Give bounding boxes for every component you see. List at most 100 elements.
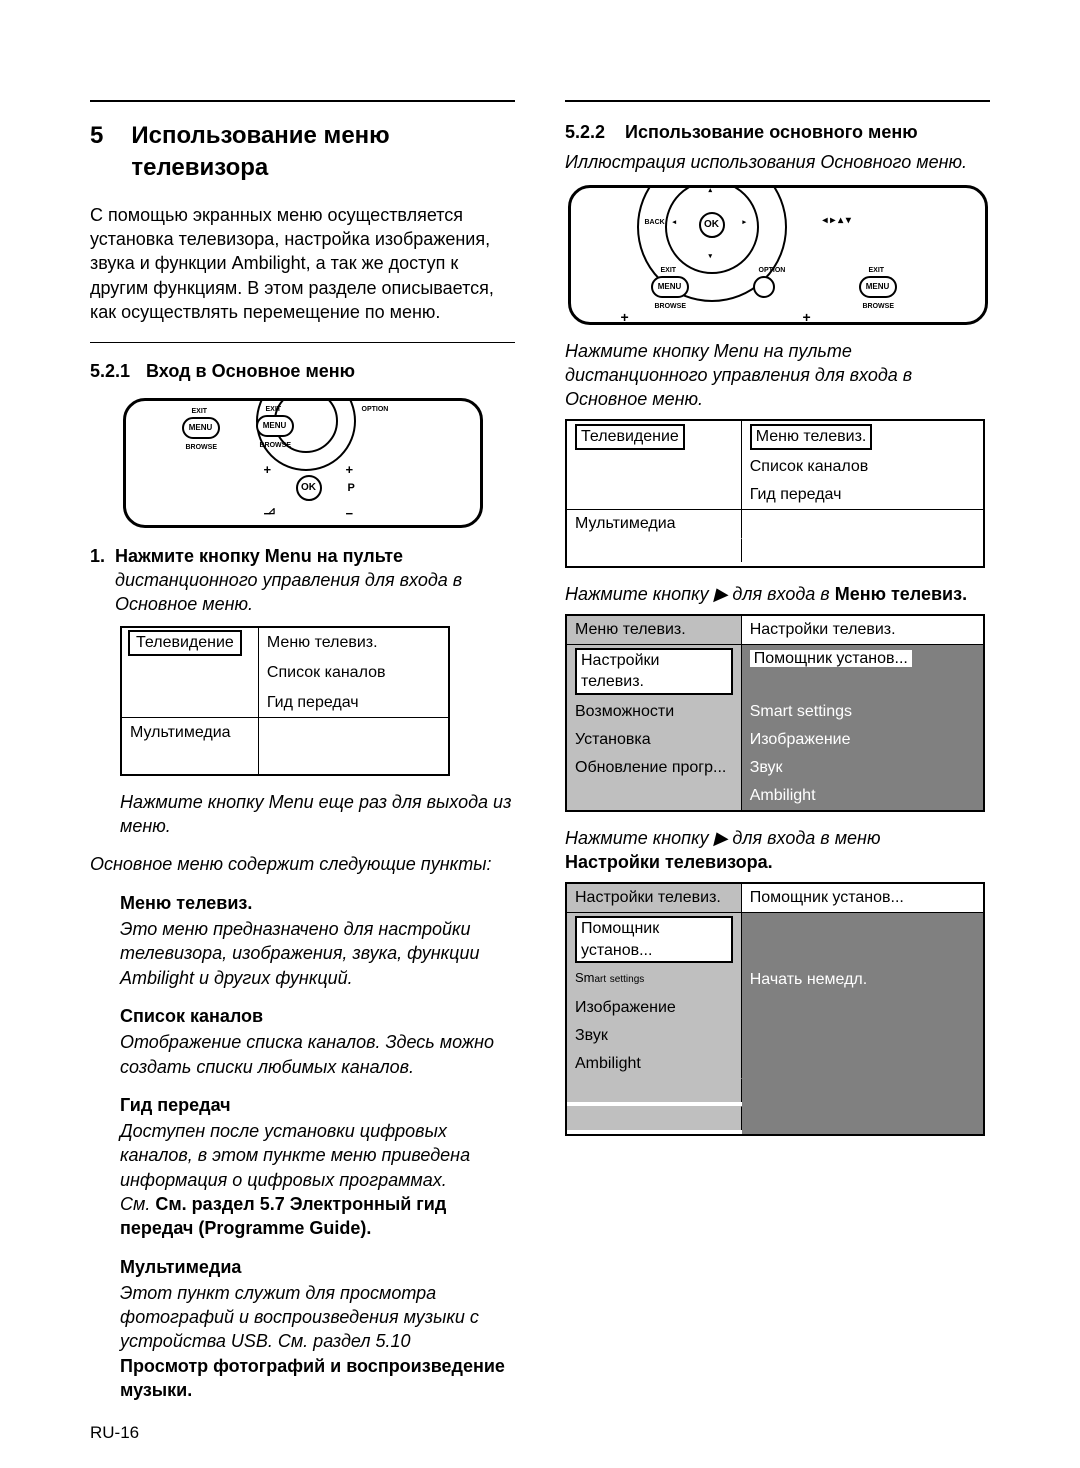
page-root: 5 Использование меню телевизора С помощь… xyxy=(90,100,990,1445)
label-option: OPTION xyxy=(362,405,389,414)
ok-button-icon: OK xyxy=(296,475,322,501)
t2-r1l: Настройки телевиз. xyxy=(575,648,733,695)
t2-r2r: Smart settings xyxy=(742,698,983,726)
label-browse-r2: BROWSE xyxy=(863,302,895,311)
item-1-desc: Это меню предназначено для настройки тел… xyxy=(120,917,515,990)
press3b: Настройки телевизора. xyxy=(565,852,773,872)
cell-guide: Гид передач xyxy=(259,688,448,718)
left-column: 5 Использование меню телевизора С помощь… xyxy=(90,100,515,1445)
main-menu-table-right: Телевидение Меню телевиз. Список каналов… xyxy=(565,419,985,567)
subsection-heading: 5.2.1 Вход в Основное меню xyxy=(90,359,515,383)
r1-guide: Гид передач xyxy=(742,481,983,509)
label-exit-2: EXIT xyxy=(266,405,282,414)
right-subheading: 5.2.2 Использование основного меню xyxy=(565,120,990,144)
tv-settings-table: Настройки телевиз. Помощник установ... П… xyxy=(565,882,985,1136)
label-exit: EXIT xyxy=(192,407,208,416)
ok-button-right: OK xyxy=(699,212,725,238)
item-4-label: Мультимедиа xyxy=(120,1255,515,1279)
item-2-label: Список каналов xyxy=(120,1004,515,1028)
menu-button-2: MENU xyxy=(256,415,294,438)
t2-r3l: Установка xyxy=(567,726,742,754)
item-3-label: Гид передач xyxy=(120,1093,515,1117)
nav-symbols: ◂ ▸ ▴ ▾ xyxy=(823,214,851,228)
item-2-desc: Отображение списка каналов. Здесь можно … xyxy=(120,1030,515,1079)
plus-r2: + xyxy=(803,308,811,325)
step-number: 1. xyxy=(90,544,105,617)
item-4-desc: Этот пункт служит для просмотра фотограф… xyxy=(120,1281,515,1354)
item-4-extra: Просмотр фотографий и воспроизведение му… xyxy=(120,1354,515,1403)
remote-illustration-right: OK BACK ◂ ▸ ▴ ▾ EXIT MENU BROWSE OPTION … xyxy=(568,185,988,325)
cell-tv: Телевидение xyxy=(128,630,242,656)
label-back: BACK xyxy=(645,218,665,227)
section-heading: 5 Использование меню телевизора xyxy=(90,120,515,185)
rule-thin xyxy=(90,342,515,343)
right-sub-title: Использование основного меню xyxy=(625,120,918,144)
t2-r3r: Изображение xyxy=(742,726,983,754)
tv-menu-table: Меню телевиз. Настройки телевиз. Настрой… xyxy=(565,614,985,812)
t3-r1l: Помощник установ... xyxy=(575,916,733,963)
label-browse: BROWSE xyxy=(186,443,218,452)
cell-channels: Список каналов xyxy=(259,658,448,688)
step-1: 1. Нажмите кнопку Menu на пульте дистанц… xyxy=(90,544,515,617)
t2-r4r: Звук xyxy=(742,754,983,782)
press-again-note: Нажмите кнопку Menu еще раз для выхода и… xyxy=(120,790,515,839)
item-1-label: Меню телевиз. xyxy=(120,891,515,915)
rule-top-left xyxy=(90,100,515,102)
contains-note: Основное меню содержит следующие пункты: xyxy=(90,852,515,876)
subsection-title: Вход в Основное меню xyxy=(146,359,355,383)
subsection-number: 5.2.1 xyxy=(90,359,130,383)
r1-tvmenu: Меню телевиз. xyxy=(750,424,873,450)
press-menu-text: Нажмите кнопку Menu на пульте дистанцион… xyxy=(565,339,990,412)
menu-button-icon: MENU xyxy=(182,417,220,440)
cell-multimedia: Мультимедиа xyxy=(122,718,259,748)
section-number: 5 xyxy=(90,120,103,185)
rule-top-right xyxy=(565,100,990,102)
page-number: RU-16 xyxy=(90,1422,515,1445)
plus-icon-2: + xyxy=(346,461,354,479)
remote-illustration-left: EXIT MENU BROWSE EXIT MENU BROWSE OPTION… xyxy=(123,398,483,528)
press-right-1: Нажмите кнопку ▶ для входа в Меню телеви… xyxy=(565,582,990,606)
arrow-down-icon: ▾ xyxy=(709,252,713,261)
t3-r4l: Звук xyxy=(567,1022,742,1050)
t2-hdr-l: Меню телевиз. xyxy=(567,616,742,644)
plus-r: + xyxy=(621,308,629,325)
t2-r1r: Помощник установ... xyxy=(750,650,912,667)
label-browse-r: BROWSE xyxy=(655,302,687,311)
p-label: P xyxy=(348,481,355,496)
press3a: Нажмите кнопку ▶ для входа в меню xyxy=(565,828,880,848)
t2-r2l: Возможности xyxy=(567,698,742,726)
illustration-caption: Иллюстрация использования Основного меню… xyxy=(565,150,990,174)
arrow-right-icon: ▸ xyxy=(743,218,747,227)
main-menu-table: Телевидение Меню телевиз. Список каналов… xyxy=(120,626,450,775)
item-3-desc: Доступен после установки цифровых канало… xyxy=(120,1119,515,1192)
label-exit-r: EXIT xyxy=(661,266,677,275)
r1-mm: Мультимедиа xyxy=(567,510,742,538)
label-option-r: OPTION xyxy=(759,266,786,275)
label-browse-2: BROWSE xyxy=(260,441,292,450)
step-text-a: Нажмите кнопку xyxy=(115,546,265,566)
intro-paragraph: С помощью экранных меню осуществляется у… xyxy=(90,203,515,324)
right-column: 5.2.2 Использование основного меню Иллюс… xyxy=(565,100,990,1445)
t3-hdr-l: Настройки телевиз. xyxy=(567,884,742,912)
t2-hdr-r: Настройки телевиз. xyxy=(742,616,983,644)
arrow-left-icon: ◂ xyxy=(673,218,677,227)
minus-icon-2: − xyxy=(346,505,354,523)
option-circle xyxy=(753,276,775,298)
section-title: Использование меню телевизора xyxy=(131,120,515,185)
menu-btn-r: MENU xyxy=(651,276,689,299)
plus-icon: + xyxy=(264,461,272,479)
t3-hdr-r: Помощник установ... xyxy=(742,884,983,912)
cell-tvmenu: Меню телевиз. xyxy=(259,628,448,658)
t3-r3l: Изображение xyxy=(567,994,742,1022)
r1-chan: Список каналов xyxy=(742,453,983,481)
menu-btn-r2: MENU xyxy=(859,276,897,299)
press2b: Меню телевиз. xyxy=(835,584,967,604)
t3-r2r: Начать немедл. xyxy=(742,966,983,994)
press1a: Нажмите кнопку xyxy=(565,341,714,361)
step-text-b: на пульте xyxy=(312,546,403,566)
r1-tv: Телевидение xyxy=(575,424,685,450)
right-sub-num: 5.2.2 xyxy=(565,120,605,144)
step-italic: дистанционного управления для входа в Ос… xyxy=(115,570,462,614)
vol-icon: ⊿ xyxy=(268,505,276,519)
press2a: Нажмите кнопку ▶ для входа в xyxy=(565,584,835,604)
